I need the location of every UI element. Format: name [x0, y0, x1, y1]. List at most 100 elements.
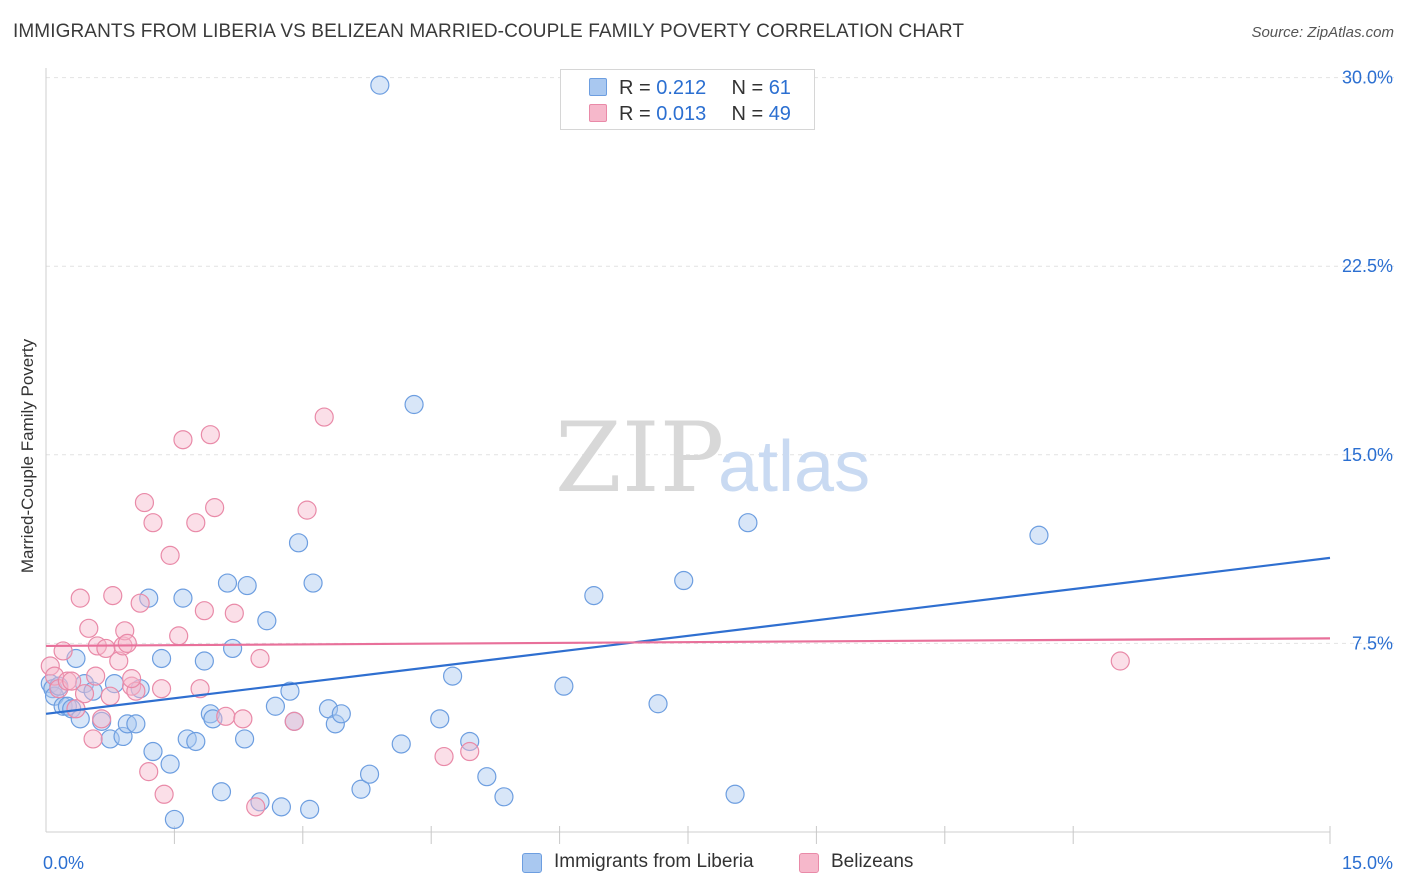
data-point-liberia [234, 729, 255, 749]
y-tick-label: 30.0% [1342, 68, 1393, 88]
series-belizean-points [40, 407, 1130, 817]
data-point-belizean [160, 545, 180, 565]
legend-swatch-liberia [589, 78, 607, 96]
data-point-liberia [303, 573, 323, 593]
legend-swatch-belizean [799, 853, 819, 873]
y-tick-label: 7.5% [1352, 633, 1393, 653]
data-point-liberia [648, 694, 668, 714]
data-point-liberia [211, 782, 232, 802]
data-point-liberia [173, 588, 193, 608]
axes [45, 68, 1331, 844]
data-point-liberia [223, 638, 243, 659]
data-point-belizean [460, 741, 480, 762]
data-point-belizean [200, 425, 220, 445]
data-point-belizean [70, 588, 90, 608]
y-tick-label: 15.0% [1342, 445, 1393, 465]
data-point-belizean [79, 618, 99, 638]
data-point-belizean [284, 711, 304, 731]
legend-r-value-liberia: 0.212 [656, 77, 707, 99]
data-point-belizean [194, 601, 214, 621]
legend-n-value-belizean: 49 [768, 103, 791, 125]
data-point-liberia [113, 726, 133, 747]
data-point-belizean [169, 626, 189, 646]
data-point-belizean [1110, 651, 1130, 671]
data-point-belizean [205, 498, 225, 518]
data-point-liberia [331, 704, 351, 724]
data-point-liberia [164, 809, 184, 830]
data-point-belizean [100, 686, 120, 706]
data-point-belizean [83, 729, 103, 749]
data-point-liberia [477, 767, 497, 787]
data-point-belizean [134, 492, 155, 513]
trend-line-belizean [45, 637, 1331, 648]
data-point-liberia [126, 714, 146, 734]
data-point-belizean [297, 500, 317, 520]
source-label: Source: ZipAtlas.com [1251, 24, 1394, 41]
data-point-belizean [173, 430, 193, 450]
data-point-belizean [216, 706, 236, 726]
data-point-belizean [151, 679, 172, 699]
trend-lines [45, 556, 1331, 715]
data-point-liberia [443, 666, 463, 686]
data-point-belizean [130, 593, 150, 613]
legend-stats: R = 0.212 N = 61 R = 0.013 N = 49 [560, 69, 815, 130]
legend-swatch-liberia [522, 853, 542, 873]
data-point-liberia [370, 75, 390, 95]
legend-r-label: R = [619, 103, 657, 125]
legend-series: Immigrants from Liberia Belizeans [0, 851, 1406, 877]
data-point-liberia [200, 704, 220, 724]
gridlines [46, 77, 1395, 644]
data-point-liberia [738, 513, 758, 533]
data-point-liberia [288, 533, 309, 553]
legend-label-liberia: Immigrants from Liberia [554, 851, 754, 872]
data-point-belizean [143, 513, 163, 533]
data-point-belizean [186, 513, 206, 533]
data-point-liberia [265, 696, 286, 716]
data-point-liberia [494, 787, 514, 807]
watermark-zip: ZIP [555, 402, 724, 514]
data-point-belizean [122, 669, 142, 689]
data-point-liberia [280, 681, 300, 701]
y-tick-label: 22.5% [1342, 256, 1393, 276]
data-point-belizean [117, 633, 137, 654]
data-point-liberia [217, 573, 238, 593]
data-point-liberia [584, 586, 604, 606]
data-point-belizean [53, 641, 73, 661]
legend-r-value-belizean: 0.013 [656, 103, 707, 125]
data-point-liberia [351, 779, 371, 799]
data-point-liberia [186, 731, 206, 752]
data-point-belizean [74, 684, 95, 704]
legend-r-label: R = [619, 77, 657, 99]
data-point-liberia [460, 731, 480, 752]
data-point-belizean [115, 621, 135, 641]
data-point-liberia [391, 734, 411, 754]
watermark: ZIP atlas [555, 402, 870, 514]
data-point-liberia [237, 575, 257, 596]
trend-line-liberia [45, 556, 1331, 715]
data-point-liberia [151, 648, 172, 669]
data-point-liberia [160, 754, 180, 774]
x-tick-max: 15.0% [1341, 853, 1393, 873]
x-tick-min: 0.0% [43, 853, 85, 873]
data-point-belizean [109, 651, 129, 671]
legend-n-label: N = [731, 77, 769, 99]
data-point-liberia [404, 394, 424, 415]
data-point-belizean [86, 666, 106, 686]
y-axis-label: Married-Couple Family Poverty [18, 338, 37, 574]
chart-title: IMMIGRANTS FROM LIBERIA VS BELIZEAN MARR… [13, 21, 965, 42]
legend-swatch-belizean [589, 104, 607, 122]
y-tick-labels: 7.5% 15.0% 22.5% 30.0% [1342, 68, 1393, 654]
data-point-liberia [325, 714, 345, 734]
data-point-belizean [103, 586, 123, 606]
data-point-belizean [314, 407, 334, 427]
data-point-liberia [359, 764, 380, 784]
data-point-liberia [271, 797, 291, 817]
legend-n-label: N = [731, 103, 769, 125]
data-point-liberia [674, 570, 694, 591]
data-point-belizean [434, 746, 454, 767]
series-liberia-points [40, 75, 1049, 830]
legend-n-value-liberia: 61 [768, 77, 791, 99]
data-point-belizean [154, 784, 174, 804]
data-point-belizean [40, 656, 60, 676]
data-point-belizean [139, 762, 159, 782]
